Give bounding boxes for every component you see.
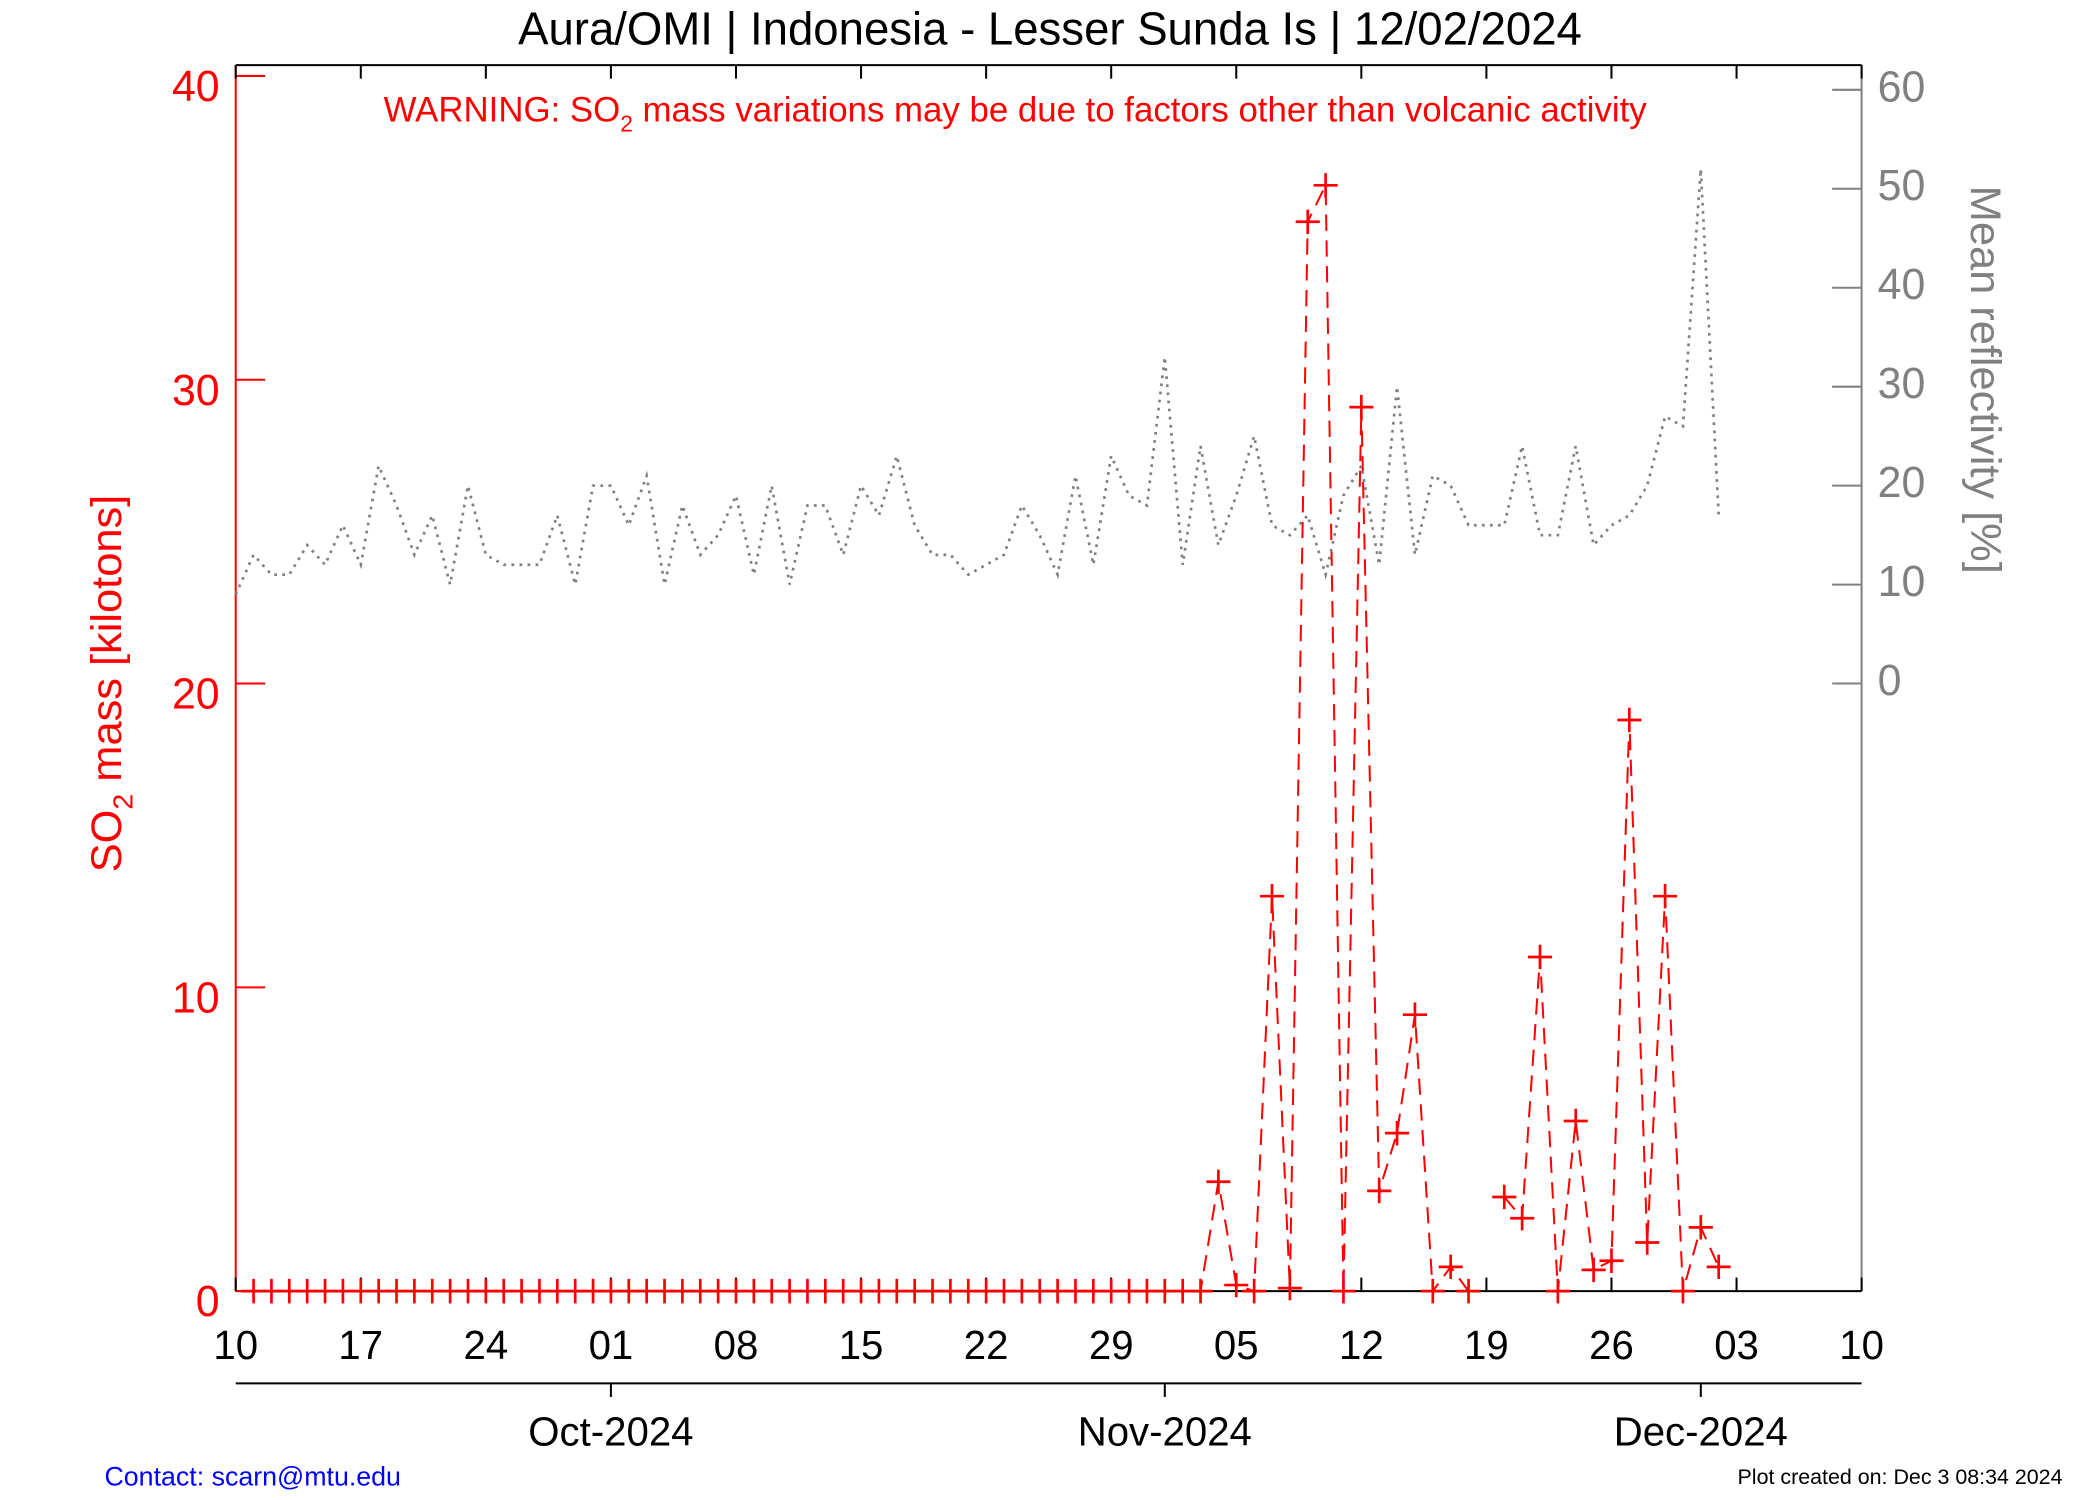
data-point: [1367, 1178, 1392, 1204]
created-note: Plot created on: Dec 3 08:34 2024: [1738, 1464, 2063, 1489]
data-point: [1581, 1257, 1606, 1283]
x-tick-label: 05: [1214, 1322, 1259, 1368]
y2-tick-label: 30: [1878, 360, 1926, 408]
month-label: Oct-2024: [528, 1408, 693, 1454]
data-point: [1420, 1278, 1445, 1304]
data-point: [1635, 1230, 1660, 1255]
data-point: [1242, 1278, 1267, 1304]
data-point: [1385, 1120, 1410, 1146]
data-point: [1456, 1278, 1481, 1304]
data-point: [1617, 707, 1642, 733]
data-point: [1295, 209, 1320, 234]
x-tick-label: 08: [714, 1322, 759, 1368]
y-label-subscript: 2: [107, 794, 139, 810]
y-label-text: mass [kilotons]: [83, 495, 131, 794]
data-point: [1349, 394, 1374, 420]
x-tick-label: 22: [964, 1322, 1009, 1368]
warning-annotation: WARNING: SO2 mass variations may be due …: [384, 91, 1648, 137]
x-tick-label: 03: [1714, 1322, 1759, 1368]
data-point: [1545, 1278, 1570, 1304]
data-point: [1527, 944, 1553, 970]
y-tick-label: 40: [172, 63, 220, 111]
x-tick-label: 29: [1089, 1322, 1134, 1368]
x-tick-label: 17: [338, 1322, 383, 1368]
x-tick-label: 24: [464, 1322, 509, 1368]
data-point: [1670, 1278, 1695, 1304]
data-point: [1438, 1254, 1463, 1280]
data-point: [1653, 883, 1678, 909]
data-point: [1206, 1169, 1231, 1194]
y2-tick-label: 10: [1878, 558, 1926, 606]
data-point: [1259, 883, 1285, 909]
chart-title: Aura/OMI | Indonesia - Lesser Sunda Is |…: [518, 3, 1582, 54]
series-line: [234, 168, 1721, 596]
data-point: [1188, 1278, 1213, 1304]
data-point: [1706, 1254, 1731, 1280]
series-line: [253, 184, 1720, 1294]
x-tick-label: 01: [589, 1322, 634, 1368]
x-tick-label: 19: [1464, 1322, 1509, 1368]
y-tick-label: 20: [172, 670, 220, 718]
data-point: [1313, 173, 1338, 198]
y2-tick-label: 40: [1878, 261, 1926, 309]
data-point: [1402, 1002, 1427, 1027]
x-tick-label: 12: [1339, 1322, 1384, 1368]
y-tick-label: 30: [172, 367, 220, 415]
data-point: [1331, 1278, 1356, 1304]
y2-axis-label: Mean reflectivity [%]: [1961, 186, 2009, 574]
y2-tick-label: 50: [1878, 162, 1926, 210]
y2-tick-label: 20: [1878, 459, 1926, 507]
x-tick-label: 10: [213, 1322, 258, 1368]
warning-text: WARNING: SO: [384, 91, 621, 130]
y-axis-label: SO2 mass [kilotons]: [83, 495, 139, 872]
contact[interactable]: Contact: scarn@mtu.edu: [104, 1461, 400, 1491]
data-point: [1688, 1215, 1713, 1240]
y2-tick-label: 0: [1878, 657, 1902, 705]
x-tick-label: 15: [839, 1322, 884, 1368]
month-label: Dec-2024: [1614, 1408, 1788, 1454]
data-point: [1599, 1248, 1624, 1273]
data-point: [1492, 1184, 1517, 1210]
x-tick-label: 10: [1839, 1322, 1884, 1368]
x-tick-label: 26: [1589, 1322, 1634, 1368]
warning-subscript: 2: [620, 111, 633, 137]
month-label: Nov-2024: [1078, 1408, 1252, 1454]
y-tick-label: 10: [172, 974, 220, 1022]
y-tick-label: 0: [196, 1278, 220, 1326]
y-label-text: SO: [83, 810, 131, 873]
data-point: [1510, 1206, 1535, 1231]
data-point: [1563, 1108, 1588, 1134]
data-point: [1224, 1272, 1249, 1298]
warning-text: mass variations may be due to factors ot…: [633, 91, 1647, 130]
data-point: [1277, 1275, 1302, 1301]
y2-tick-label: 60: [1878, 63, 1926, 111]
